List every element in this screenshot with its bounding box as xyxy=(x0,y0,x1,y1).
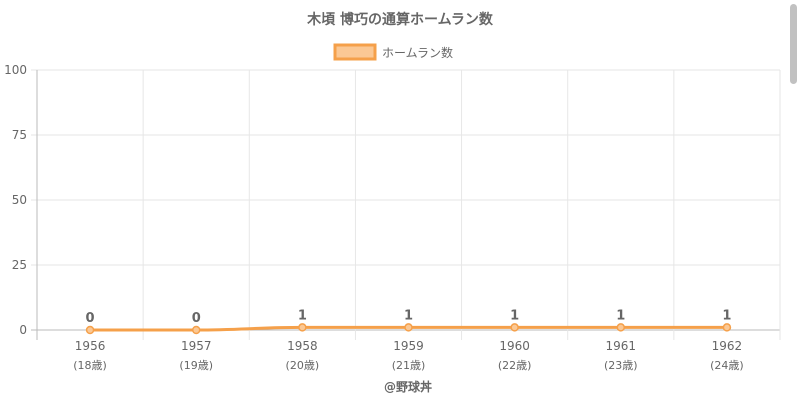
y-tick-label: 50 xyxy=(12,193,27,207)
data-label: 0 xyxy=(86,311,95,326)
x-tick-label: 1960 xyxy=(499,339,530,353)
x-axis-title: @野球丼 xyxy=(384,379,432,394)
x-tick-label: 1957 xyxy=(181,339,212,353)
chart-title: 木頃 博巧の通算ホームラン数 xyxy=(306,11,494,28)
data-point xyxy=(85,325,95,335)
x-tick-label: 1959 xyxy=(393,339,424,353)
data-label: 1 xyxy=(404,308,413,323)
data-label: 1 xyxy=(722,308,731,323)
x-axis: 1956 (18歳) 1957 (19歳) 1958 (20歳) 1959 (21歳) 1960… xyxy=(73,339,743,372)
x-tick-sublabel: (21歳) xyxy=(392,359,426,372)
data-label: 0 xyxy=(192,311,201,326)
y-tick-label: 0 xyxy=(19,323,27,337)
legend-swatch xyxy=(333,43,377,61)
data-label: 1 xyxy=(298,308,307,323)
y-tick-label: 100 xyxy=(4,63,27,77)
y-tick-label: 75 xyxy=(12,128,27,142)
x-tick-label: 1956 xyxy=(75,339,106,353)
x-tick-label: 1958 xyxy=(287,339,318,353)
x-tick-sublabel: (23歳) xyxy=(604,359,638,372)
legend[interactable]: ホームラン数 xyxy=(333,43,453,61)
x-tick-sublabel: (22歳) xyxy=(498,359,532,372)
scrollbar[interactable] xyxy=(790,4,797,84)
x-tick-sublabel: (24歳) xyxy=(710,359,744,372)
data-label: 1 xyxy=(616,308,625,323)
legend-label: ホームラン数 xyxy=(382,45,453,60)
y-tick-label: 25 xyxy=(12,258,27,272)
x-tick-sublabel: (19歳) xyxy=(179,359,213,372)
data-point xyxy=(510,323,519,332)
x-tick-label: 1961 xyxy=(606,339,637,353)
data-point xyxy=(191,325,201,335)
data-label: 1 xyxy=(510,308,519,323)
grid xyxy=(31,69,781,340)
data-point xyxy=(616,323,626,332)
x-tick-label: 1962 xyxy=(712,339,743,353)
x-tick-sublabel: (20歳) xyxy=(286,359,320,372)
data-point xyxy=(722,323,732,332)
data-point xyxy=(298,323,307,332)
x-tick-sublabel: (18歳) xyxy=(73,359,107,372)
y-axis: 0 25 50 75 100 xyxy=(4,63,27,337)
series-layer: 0 0 1 1 1 1 1 xyxy=(85,308,732,335)
data-point xyxy=(404,323,413,332)
